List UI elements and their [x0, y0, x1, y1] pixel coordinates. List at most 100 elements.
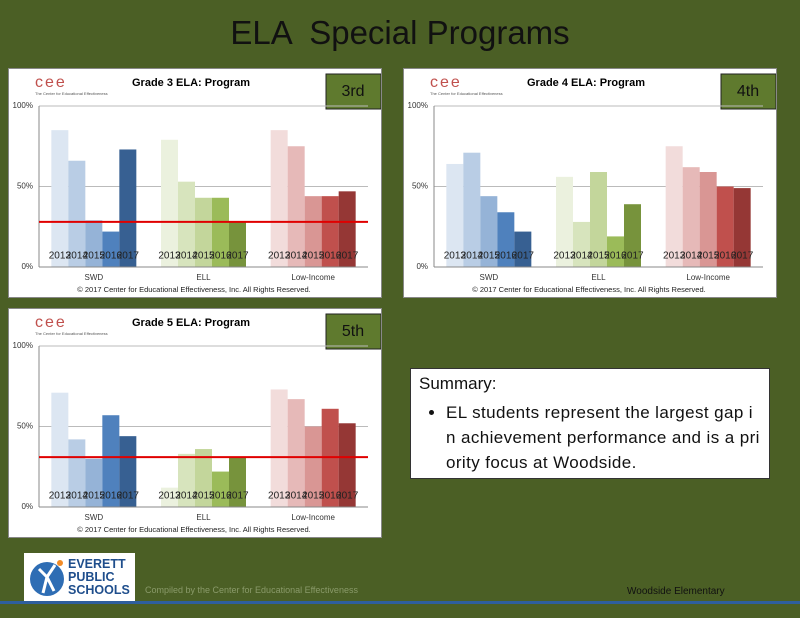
y-tick-label: 50%: [412, 182, 428, 191]
bar-label: 2015: [192, 491, 215, 502]
bar-label: 2017: [226, 491, 249, 502]
bar: [212, 197, 229, 267]
x-tick-label: Low-Income: [686, 273, 730, 282]
grade-box: [720, 73, 776, 110]
x-tick-label: SWD: [479, 273, 498, 282]
chart-title: Grade 3 ELA: Program: [132, 77, 250, 89]
bar: [212, 471, 229, 507]
bar-label: 2015: [697, 251, 720, 262]
source-note: © 2017 Center for Educational Effectiven…: [77, 525, 310, 534]
bar: [119, 436, 137, 507]
x-tick-label: ELL: [591, 273, 606, 282]
bar-label: 2015: [302, 491, 325, 502]
bar-label: 2014: [175, 491, 198, 502]
slide-title: ELA Special Programs: [230, 14, 570, 51]
logo-caption: The Center for Educational Effectiveness: [35, 91, 108, 96]
bar: [161, 487, 178, 507]
y-tick-label: 0%: [416, 262, 428, 271]
bar: [287, 146, 305, 267]
bar: [102, 415, 120, 507]
bar-label: 2016: [604, 251, 627, 262]
x-tick-label: SWD: [84, 513, 103, 522]
y-tick-label: 100%: [13, 341, 33, 350]
bar: [716, 186, 734, 267]
bar-label: 2017: [117, 491, 140, 502]
summary-box: Summary: EL students represent the large…: [410, 368, 770, 479]
logo-star: [57, 560, 63, 566]
bar: [463, 152, 481, 267]
district-name: EVERETT PUBLIC SCHOOLS: [68, 557, 130, 597]
bar: [665, 146, 683, 267]
bar: [556, 176, 573, 267]
logo-icon: [30, 560, 64, 596]
bar-label: 2016: [209, 251, 232, 262]
summary-heading: Summary:: [419, 374, 497, 393]
bar-label: 2017: [336, 251, 359, 262]
bar: [304, 196, 322, 267]
bar-label: 2014: [66, 491, 89, 502]
bar-label: 2014: [285, 491, 308, 502]
bar: [624, 204, 641, 267]
bar-label: 2015: [587, 251, 610, 262]
bar: [178, 453, 195, 507]
bar: [85, 458, 103, 507]
bar: [51, 130, 69, 267]
x-tick-label: Low-Income: [291, 273, 335, 282]
bar: [229, 457, 246, 507]
bar-label: 2014: [680, 251, 703, 262]
footer-rule: [0, 601, 800, 604]
summary-bullet: EL students represent the largest gap in…: [446, 400, 761, 475]
bar: [85, 220, 103, 267]
credit: Compiled by the Center for Educational E…: [145, 585, 358, 595]
bar-label: 2017: [336, 491, 359, 502]
logo-mark: cee: [430, 74, 462, 91]
bar: [514, 231, 532, 267]
bar-label: 2013: [444, 251, 467, 262]
bar-label: 2013: [663, 251, 686, 262]
bar-label: 2017: [226, 251, 249, 262]
bar-label: 2013: [49, 251, 72, 262]
bar-label: 2016: [209, 491, 232, 502]
logo-caption: The Center for Educational Effectiveness: [430, 91, 503, 96]
bar-label: 2015: [83, 251, 106, 262]
grade-box: [325, 73, 381, 110]
bar: [590, 172, 607, 267]
bar: [321, 196, 339, 267]
bar: [338, 191, 356, 267]
x-tick-label: ELL: [196, 273, 211, 282]
grade-label: 3rd: [341, 83, 364, 100]
bar: [119, 149, 137, 267]
bar-label: 2013: [158, 251, 181, 262]
chart-title: Grade 4 ELA: Program: [527, 77, 645, 89]
grade-label: 4th: [737, 83, 759, 100]
bar-label: 2016: [100, 251, 123, 262]
bar: [270, 389, 288, 507]
bar-label: 2017: [731, 251, 754, 262]
bar: [607, 236, 624, 267]
bar-label: 2016: [319, 491, 342, 502]
bar-label: 2017: [621, 251, 644, 262]
bar: [178, 181, 195, 267]
bar: [270, 130, 288, 267]
bar-label: 2013: [49, 491, 72, 502]
bar: [682, 167, 700, 267]
bar-label: 2014: [570, 251, 593, 262]
district-logo: EVERETT PUBLIC SCHOOLS: [24, 553, 135, 602]
bar: [304, 426, 322, 507]
bar-label: 2014: [66, 251, 89, 262]
grade-box: [325, 313, 381, 350]
bar-label: 2013: [268, 491, 291, 502]
bar: [480, 196, 498, 267]
y-tick-label: 50%: [17, 182, 33, 191]
logo-mark: cee: [35, 74, 67, 91]
bar: [699, 172, 717, 267]
bar: [51, 392, 69, 507]
bar: [497, 212, 515, 267]
chart-title: Grade 5 ELA: Program: [132, 317, 250, 329]
bar-label: 2017: [117, 251, 140, 262]
bar-label: 2016: [495, 251, 518, 262]
bar: [195, 449, 212, 507]
